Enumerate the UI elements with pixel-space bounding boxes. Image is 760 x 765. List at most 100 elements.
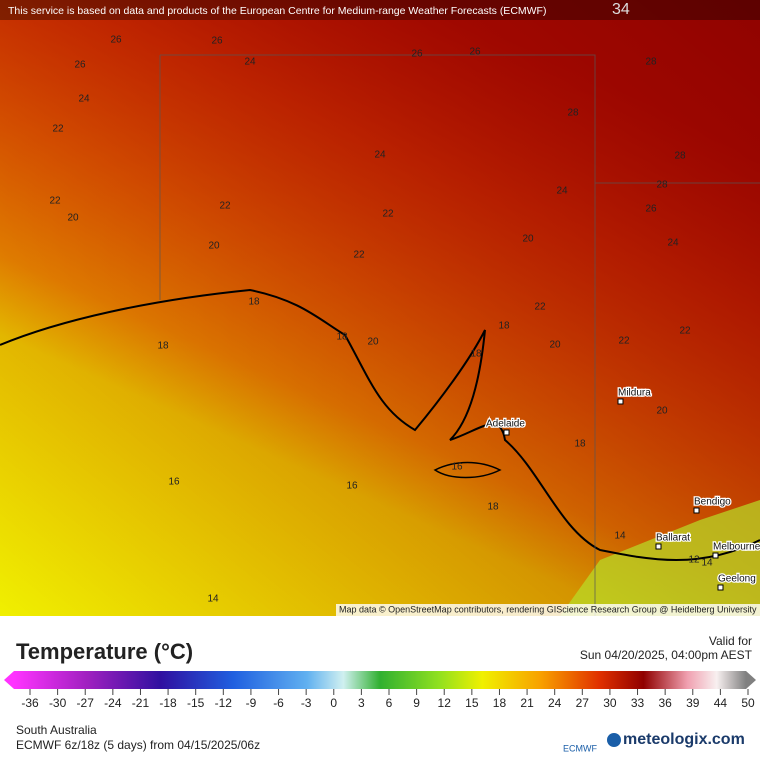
contour-label: 18	[336, 332, 348, 343]
city-label: Bendigo	[694, 497, 731, 508]
contour-label: 14	[701, 558, 713, 569]
colorbar-label: 24	[548, 696, 562, 710]
colorbar-label: 33	[631, 696, 645, 710]
contour-label: 22	[618, 336, 630, 347]
kangaroo-island	[433, 461, 502, 479]
contour-label: 20	[549, 340, 561, 351]
colorbar-label: 50	[741, 696, 755, 710]
state-borders	[159, 54, 760, 616]
colorbar-label: 36	[658, 696, 672, 710]
colorbar-label: 0	[330, 696, 337, 710]
contour-label: 18	[574, 439, 586, 450]
contour-label: 16	[451, 462, 463, 473]
contour-label: 20	[367, 337, 379, 348]
colorbar-label: 3	[358, 696, 365, 710]
contour-label: 22	[353, 250, 365, 261]
colorbar-label: 15	[465, 696, 479, 710]
contour-label: 28	[656, 180, 668, 191]
contour-label: 24	[556, 186, 568, 197]
contour-label: 28	[645, 57, 657, 68]
brand-icon	[607, 733, 621, 747]
contour-label: 26	[469, 47, 481, 58]
brand: meteologix.com	[623, 731, 745, 748]
colorbar-label: 9	[413, 696, 420, 710]
legend-title: Temperature (°C)	[16, 639, 193, 664]
contour-label: 14	[614, 531, 626, 542]
contour-label: 20	[67, 213, 79, 224]
colorbar-label: -6	[273, 696, 284, 710]
contour-label: 18	[248, 297, 260, 308]
contour-label: 22	[534, 302, 546, 313]
colorbar-arrow	[746, 671, 756, 689]
coastline	[0, 288, 760, 561]
city-label: Adelaide	[486, 419, 525, 430]
credit-bg	[336, 604, 760, 616]
city-label: Melbourne	[713, 542, 760, 553]
colorbar-arrow	[4, 671, 14, 689]
colorbar-label: -18	[159, 696, 177, 710]
colorbar-label: 30	[603, 696, 617, 710]
contour-label: 24	[374, 150, 386, 161]
contour-label: 28	[567, 108, 579, 119]
legend: Temperature (°C) Valid for Sun 04/20/202…	[4, 634, 756, 753]
contour-label: 24	[244, 57, 256, 68]
contour-label: 16	[346, 481, 358, 492]
contour-label: 26	[211, 36, 223, 47]
colorbar-label: 44	[714, 696, 728, 710]
valid-label: Valid for	[709, 634, 752, 648]
contour-label: 14	[207, 594, 219, 605]
city-marker	[717, 584, 724, 591]
region: South Australia	[16, 723, 97, 737]
contour-label: 28	[674, 151, 686, 162]
contour-label: 20	[522, 234, 534, 245]
colorbar-label: -36	[21, 696, 39, 710]
contour-label: 22	[679, 326, 691, 337]
contour-label: 18	[157, 341, 169, 352]
model-run: ECMWF 6z/18z (5 days) from 04/15/2025/06…	[16, 738, 260, 752]
colorbar-label: -24	[104, 696, 122, 710]
contour-label: 26	[645, 204, 657, 215]
attribution: This service is based on data and produc…	[8, 5, 546, 17]
colorbar-label: 6	[386, 696, 393, 710]
contour-label: 26	[74, 60, 86, 71]
city-marker	[693, 507, 700, 514]
attribution-bar	[0, 0, 760, 20]
colorbar-label: 18	[493, 696, 507, 710]
city-marker	[503, 429, 510, 436]
city-label: Ballarat	[656, 533, 690, 544]
contour-label: 20	[656, 406, 668, 417]
contour-label: 24	[667, 238, 679, 249]
contour-label: 18	[487, 502, 499, 513]
city-label: Mildura	[618, 388, 651, 399]
colorbar-label: -9	[246, 696, 257, 710]
contour-label: 24	[78, 94, 90, 105]
map-credit: Map data © OpenStreetMap contributors, r…	[339, 604, 757, 614]
map: This service is based on data and produc…	[0, 0, 760, 616]
corner-value: 34	[612, 1, 630, 18]
heat-overlay	[0, 0, 760, 616]
colorbar-label: 39	[686, 696, 700, 710]
contour-label: 16	[168, 477, 180, 488]
colorbar-label: -27	[77, 696, 95, 710]
city-marker	[655, 543, 662, 550]
colorbar	[14, 671, 746, 689]
contour-label: 26	[411, 49, 423, 60]
colorbar-label: 27	[576, 696, 590, 710]
colorbar-label: 21	[520, 696, 534, 710]
contour-label: 18	[470, 349, 482, 360]
contour-label: 22	[219, 201, 231, 212]
city-marker	[617, 398, 624, 405]
valid-time: Sun 04/20/2025, 04:00pm AEST	[580, 648, 753, 662]
colorbar-label: -30	[49, 696, 67, 710]
contour-label: 12	[688, 555, 700, 566]
contour-label: 18	[498, 321, 510, 332]
victoria-cool	[560, 500, 760, 616]
contour-label: 22	[382, 209, 394, 220]
contour-label: 26	[110, 35, 122, 46]
contour-label: 22	[52, 124, 64, 135]
contour-label: 22	[49, 196, 61, 207]
city-label: Geelong	[718, 574, 756, 585]
colorbar-label: -12	[215, 696, 233, 710]
contour-label: 20	[208, 241, 220, 252]
